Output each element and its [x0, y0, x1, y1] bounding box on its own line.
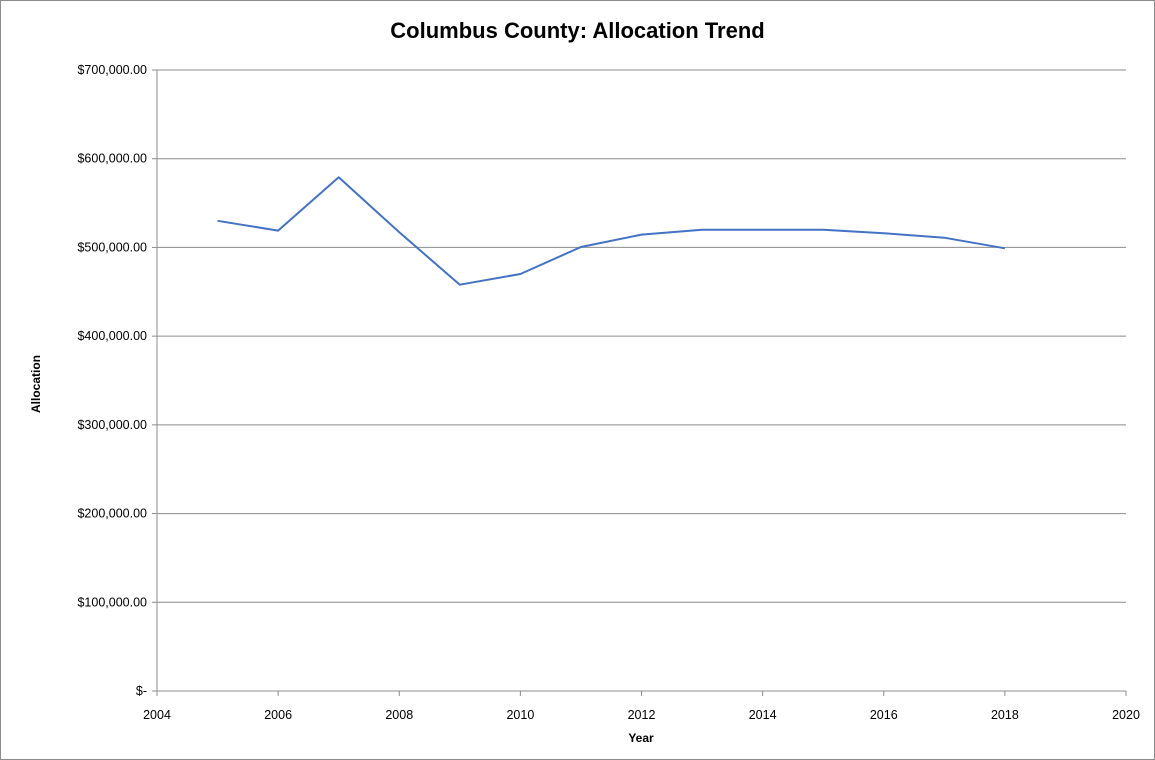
y-tick-label: $500,000.00: [77, 240, 147, 254]
x-axis-label: Year: [628, 731, 654, 745]
y-tick-label: $100,000.00: [77, 595, 147, 609]
x-tick-label: 2016: [870, 708, 898, 722]
x-tick-label: 2018: [991, 708, 1019, 722]
y-tick-label: $300,000.00: [77, 418, 147, 432]
gridlines: [157, 69, 1126, 603]
y-tick-label: $600,000.00: [77, 152, 147, 166]
x-tick-label: 2012: [628, 708, 656, 722]
x-tick-label: 2008: [385, 708, 413, 722]
x-tick-label: 2014: [749, 708, 777, 722]
x-tick-label: 2010: [506, 708, 534, 722]
x-tick-label: 2020: [1112, 708, 1140, 722]
series-group: [217, 176, 1006, 286]
y-tick-labels: $- $100,000.00 $200,000.00 $300,000.00 $400,…: [77, 63, 147, 698]
y-tick-label: $-: [136, 684, 147, 698]
x-tick-label: 2006: [264, 708, 292, 722]
y-tick-label: $700,000.00: [77, 63, 147, 77]
y-tick-label: $400,000.00: [77, 329, 147, 343]
axes: [152, 69, 1127, 696]
chart-title: Columbus County: Allocation Trend: [390, 18, 765, 43]
x-tick-labels: 2004 2006 2008 2010 2012 2014 2016 2018 2020: [143, 708, 1140, 722]
x-tick-label: 2004: [143, 708, 171, 722]
series-line: [217, 176, 1006, 286]
y-tick-label: $200,000.00: [77, 507, 147, 521]
